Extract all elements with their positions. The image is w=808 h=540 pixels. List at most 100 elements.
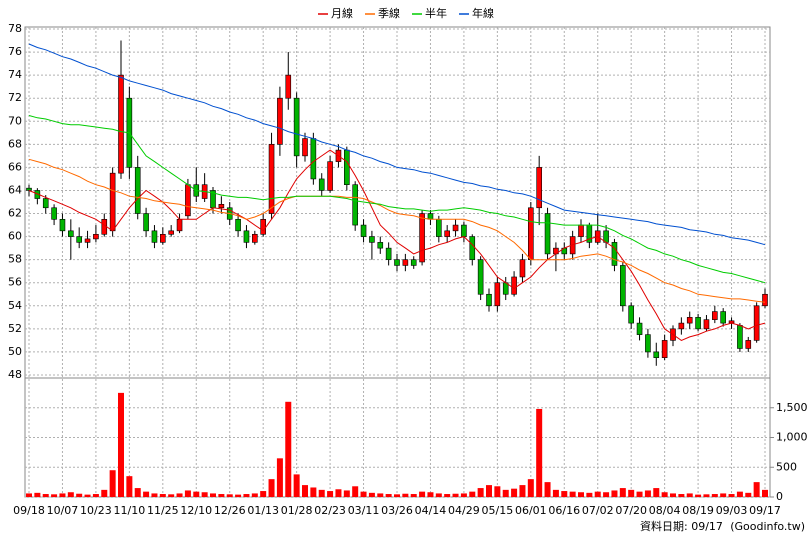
candle-body [277,97,283,145]
volume-bar [644,490,651,497]
candle-body [436,219,442,237]
volume-bar [444,494,451,497]
candle-body [419,213,425,263]
candle-body [385,247,392,260]
volume-bar [226,494,233,497]
volume-bar [527,479,534,497]
volume-bar [736,491,743,497]
y-tick-label: 74 [8,68,22,81]
volume-bar [235,494,242,497]
candle-body [327,161,333,191]
volume-bar [603,492,610,497]
x-tick-label: 07/20 [615,504,647,517]
candle-body [686,317,693,324]
volume-bar [502,489,509,497]
candle-body [720,311,726,324]
volume-bar [753,482,760,497]
y2-tick-label: 1,000 [776,431,808,444]
volume-bar [695,494,702,497]
candle-body [745,340,752,349]
legend-label: 半年 [425,6,447,20]
candle-body [511,276,517,295]
candle-body [461,224,467,237]
volume-bar [327,491,334,497]
candle-body [477,259,484,295]
candle-body [143,213,149,232]
volume-bar [134,488,141,497]
volume-bar [762,489,768,497]
y-tick-label: 78 [8,22,22,35]
volume-bar [368,492,375,497]
volume-bar [460,493,467,497]
volume-bar [176,493,183,497]
volume-bar [276,458,283,497]
candle-body [653,351,660,358]
x-tick-label: 11/25 [147,504,179,517]
candle-body [519,259,526,278]
volume-bar [310,487,317,497]
volume-bar [536,408,543,497]
candle-body [645,334,651,353]
candle-body [410,259,417,266]
candle-body [76,236,82,243]
volume-bar [67,492,74,497]
candle-body [469,236,476,260]
y-tick-label: 70 [8,114,22,127]
candle-body [544,213,551,255]
candle-body [344,149,350,186]
candle-body [360,224,367,237]
volume-bar [159,494,166,497]
volume-bar [469,491,476,497]
candle-body [536,167,542,209]
volume-bar [385,494,392,497]
volume-bar [569,491,576,497]
source: (Goodinfo.tw) [730,520,805,533]
y-tick-label: 76 [8,45,22,58]
ma-line [28,115,766,284]
y2-tick-label: 0 [776,490,783,503]
date-note: 資料日期: 09/17 [640,519,723,533]
volume-bar [427,492,434,497]
candle-body [369,236,375,243]
volume-bar [703,494,710,497]
x-tick-label: 09/18 [13,504,45,517]
volume-bar [260,491,267,497]
candle-body [160,233,166,243]
volume-bar [486,485,492,497]
legend-label: 季線 [378,6,400,20]
candle-body [762,293,768,307]
volume-bar [402,493,409,497]
candle-body [84,238,91,243]
candle-body [452,224,459,232]
volume-bar [360,491,367,497]
candle-body [486,293,492,307]
x-tick-label: 02/23 [314,504,346,517]
candle-body [93,233,99,240]
volume-bar [611,490,618,497]
volume-bar [544,482,551,497]
legend-label: 年線 [472,6,494,20]
y-tick-label: 52 [8,322,22,335]
ma-line [28,43,766,246]
volume-bar [594,491,601,497]
x-tick-label: 08/04 [649,504,681,517]
y-tick-label: 68 [8,137,22,150]
volume-bar [745,492,752,497]
volume-bar [419,491,426,497]
volume-bar [619,488,626,497]
candle-body [176,219,183,232]
volume-bar [59,493,66,497]
candle-body [678,322,685,330]
volume-bar [51,494,58,497]
candle-body [42,198,49,209]
candle-body [394,259,400,266]
y-tick-label: 54 [8,299,22,312]
volume-bar [410,494,417,497]
x-tick-label: 08/19 [682,504,714,517]
volume-bar [302,485,308,497]
candle-body [528,207,534,260]
candle-body [26,187,32,191]
x-tick-label: 04/14 [415,504,447,517]
candle-body [109,172,116,232]
